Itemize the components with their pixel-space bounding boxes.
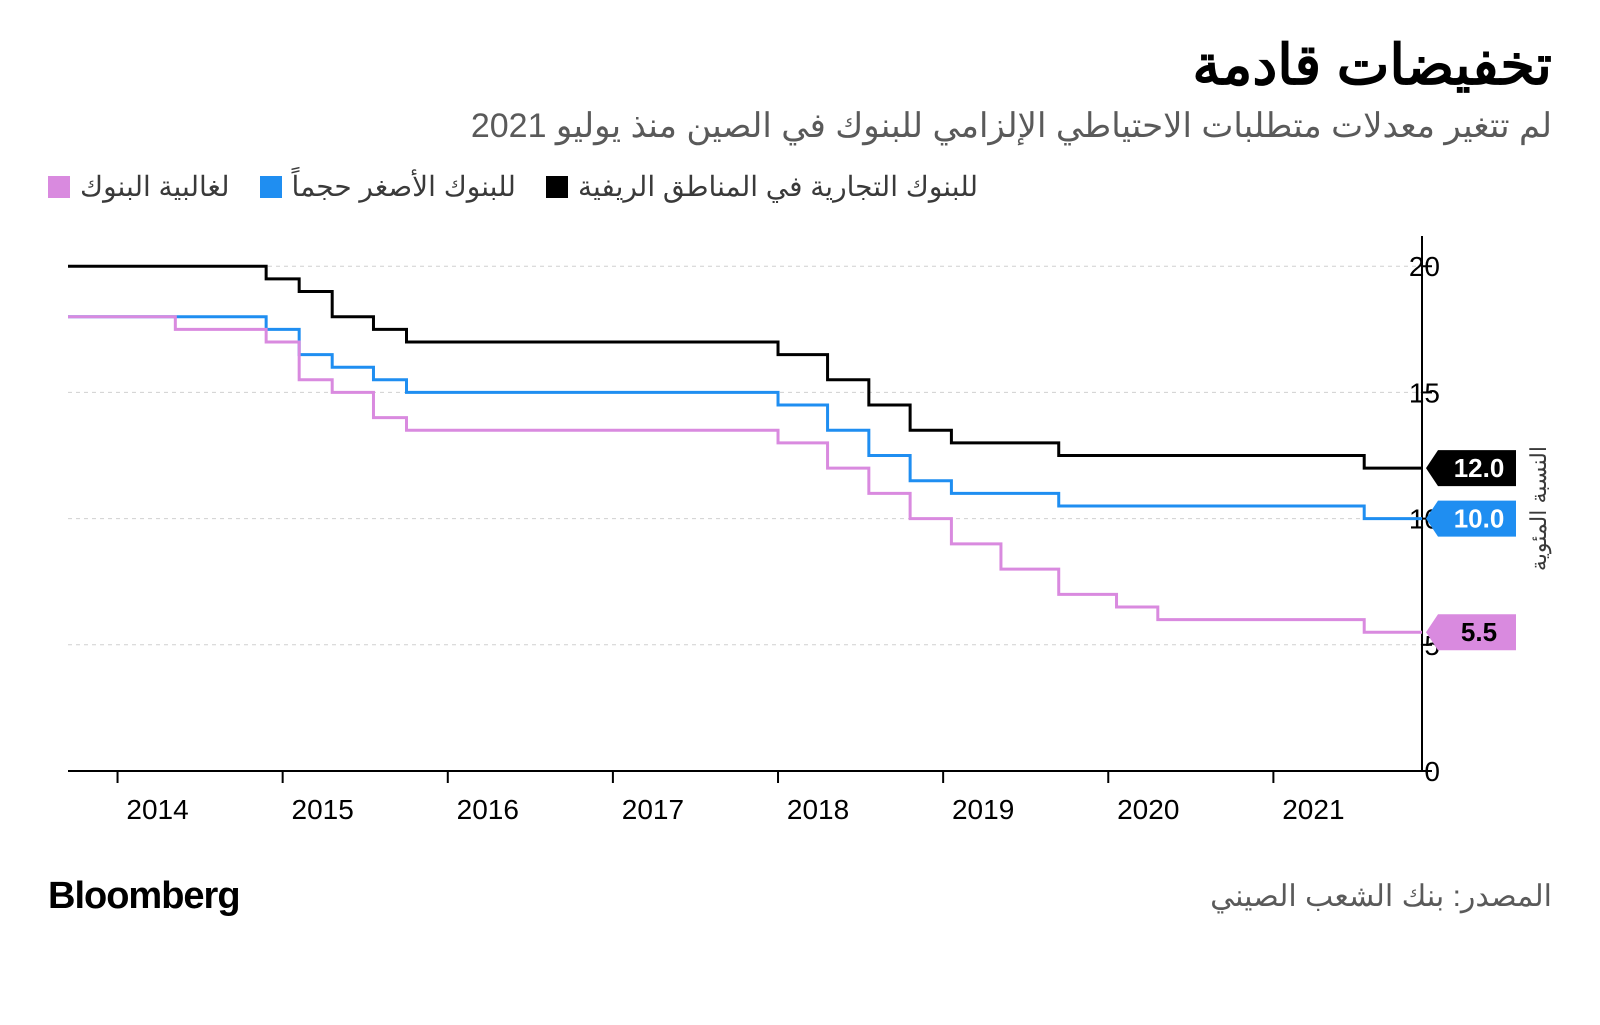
chart-area: 0510152020142015201620172018201920202021… <box>48 231 1552 851</box>
legend-swatch <box>546 176 568 198</box>
legend-label: للبنوك الأصغر حجماً <box>292 170 516 203</box>
legend-label: لغالبية البنوك <box>80 170 230 203</box>
chart-subtitle: لم تتغير معدلات متطلبات الاحتياطي الإلزا… <box>48 106 1552 146</box>
end-flag-value: 5.5 <box>1461 617 1497 647</box>
svg-text:2015: 2015 <box>292 794 354 825</box>
svg-text:2020: 2020 <box>1117 794 1179 825</box>
legend-swatch <box>260 176 282 198</box>
end-flag-value: 12.0 <box>1454 453 1505 483</box>
svg-text:20: 20 <box>1409 251 1440 282</box>
svg-text:2017: 2017 <box>622 794 684 825</box>
series-rural <box>68 266 1422 468</box>
svg-text:2019: 2019 <box>952 794 1014 825</box>
legend-item: لغالبية البنوك <box>48 170 230 203</box>
legend-swatch <box>48 176 70 198</box>
legend-item: للبنوك التجارية في المناطق الريفية <box>546 170 978 203</box>
chart-title: تخفيضات قادمة <box>48 32 1552 98</box>
svg-text:2016: 2016 <box>457 794 519 825</box>
series-smaller <box>68 317 1422 519</box>
source-attribution: المصدر: بنك الشعب الصيني <box>1210 879 1552 914</box>
end-flag-value: 10.0 <box>1454 504 1505 534</box>
legend-item: للبنوك الأصغر حجماً <box>260 170 516 203</box>
svg-text:0: 0 <box>1424 756 1440 787</box>
step-line-chart: 0510152020142015201620172018201920202021… <box>48 231 1552 851</box>
legend: لغالبية البنوك للبنوك الأصغر حجماً للبنوك … <box>48 170 1552 203</box>
bloomberg-logo: Bloomberg <box>48 875 240 918</box>
svg-text:15: 15 <box>1409 377 1440 408</box>
svg-text:2018: 2018 <box>787 794 849 825</box>
y-axis-label: النسبة المئوية <box>1526 446 1552 571</box>
svg-text:2014: 2014 <box>126 794 188 825</box>
legend-label: للبنوك التجارية في المناطق الريفية <box>578 170 978 203</box>
svg-text:2021: 2021 <box>1282 794 1344 825</box>
series-majority <box>68 317 1422 632</box>
